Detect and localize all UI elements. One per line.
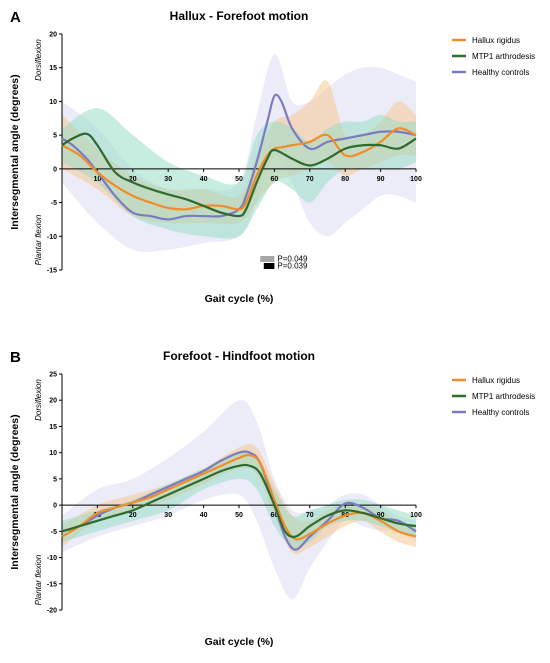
x-tick-label: 50 [235,512,243,519]
chart-title: Hallux - Forefoot motion [170,9,309,23]
legend-entry: Healthy controls [472,408,529,417]
y-axis-title: Intersegmental angle (degrees) [9,74,21,229]
y-tick-label: 5 [53,476,57,483]
y-tick-label: 25 [49,372,57,379]
x-tick-label: 90 [377,176,385,183]
y-tick-label: 5 [53,133,57,140]
legend-entry: Hallux rigidus [472,376,520,385]
panel-letter: B [10,349,21,366]
y-tick-label: -5 [51,529,57,536]
y-tick-label: -20 [47,608,57,615]
series-line-hallux-rigidus [61,453,417,541]
x-tick-label: 10 [94,176,102,183]
y-tick-label: -5 [51,200,57,207]
legend-entry: MTP1 arthrodesis [472,52,535,61]
x-axis-title: Gait cycle (%) [205,636,274,648]
x-tick-label: 100 [410,176,422,183]
y-tick-label: 0 [53,503,57,510]
x-tick-label: 80 [341,176,349,183]
upper-direction-label: Dorsiflexion [34,379,43,421]
legend-entry: Healthy controls [472,68,529,77]
band-hallux-rigidus [62,443,416,555]
x-tick-label: 20 [129,176,137,183]
chart-panel-b: B Forefoot - Hindfoot motion -20 -15 -10 -5 0 5… [9,349,535,648]
band-mtp1-arthrodesis [62,108,416,239]
y-tick-label: -15 [47,268,57,275]
y-tick-label: 20 [49,32,57,39]
x-tick-label: 50 [235,176,243,183]
lower-direction-label: Plantar flexion [34,554,43,605]
y-tick-label: 15 [49,65,57,72]
x-tick-label: 100 [410,512,422,519]
x-tick-label: 90 [377,512,385,519]
x-axis-title: Gait cycle (%) [205,293,274,305]
x-tick-label: 30 [164,176,172,183]
y-tick-label: -10 [47,234,57,241]
panel-letter: A [10,9,21,26]
x-tick-label: 60 [271,512,279,519]
y-tick-label: 0 [53,166,57,173]
series-line-healthy-controls [61,93,417,221]
x-tick-label: 40 [200,176,208,183]
y-tick-label: 20 [49,398,57,405]
lower-direction-label: Plantar flexion [34,214,43,265]
y-tick-label: -10 [47,555,57,562]
y-tick-label: 15 [49,424,57,431]
significance-bar [263,263,275,269]
y-tick-label: -15 [47,581,57,588]
x-tick-label: 70 [306,176,314,183]
series-line-mtp1-arthrodesis [61,463,417,538]
y-axis-title: Intersegmental angle (degrees) [9,414,21,569]
y-tick-label: 10 [49,99,57,106]
x-tick-label: 60 [271,176,279,183]
x-tick-label: 30 [164,512,172,519]
series-line-mtp1-arthrodesis [61,132,417,218]
x-tick-label: 20 [129,512,137,519]
legend-entry: Hallux rigidus [472,36,520,45]
y-tick-label: 10 [49,450,57,457]
legend-entry: MTP1 arthrodesis [472,392,535,401]
upper-direction-label: Dorsiflexion [34,39,43,81]
chart-panel-a: A Hallux - Forefoot motion -15 -10 -5 0 5 10 15 2… [9,9,535,305]
significance-label: P=0.049 [277,255,308,264]
x-tick-label: 40 [200,512,208,519]
significance-bar [260,256,275,262]
series-line-hallux-rigidus [61,127,417,211]
chart-title: Forefoot - Hindfoot motion [163,349,315,363]
significance-label: P=0.039 [277,262,308,271]
x-tick-label: 70 [306,512,314,519]
